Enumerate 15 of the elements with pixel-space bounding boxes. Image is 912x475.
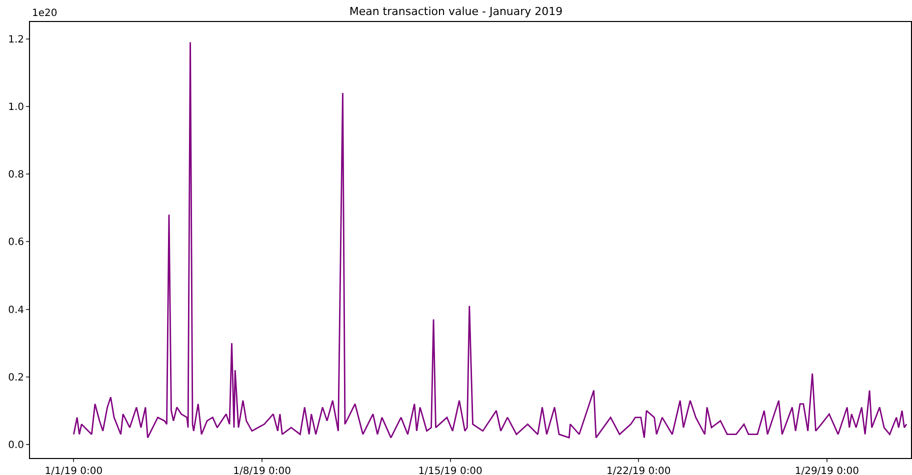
y-tick-label: 0.6 bbox=[8, 237, 24, 248]
x-tick-label: 1/8/19 0:00 bbox=[233, 466, 291, 475]
x-tick-label: 1/1/19 0:00 bbox=[44, 466, 103, 475]
y-tick-label: 1.2 bbox=[8, 34, 24, 46]
text: 1e20 bbox=[32, 8, 58, 19]
chart-title: Mean transaction value - January 2019 bbox=[349, 4, 563, 18]
x-tick-label: 1/22/19 0:00 bbox=[606, 466, 671, 475]
y-tick-label: 0.4 bbox=[8, 304, 24, 316]
x-tick-label: 1/15/19 0:00 bbox=[418, 466, 482, 475]
y-tick-label: 0.0 bbox=[8, 440, 24, 451]
line-series bbox=[73, 42, 908, 438]
y-tick-label: 1.0 bbox=[8, 102, 24, 113]
x-tick-label: 1/29/19 0:00 bbox=[794, 466, 860, 475]
y-tick-label: 0.8 bbox=[8, 170, 24, 181]
y-tick-label: 0.2 bbox=[8, 372, 24, 384]
